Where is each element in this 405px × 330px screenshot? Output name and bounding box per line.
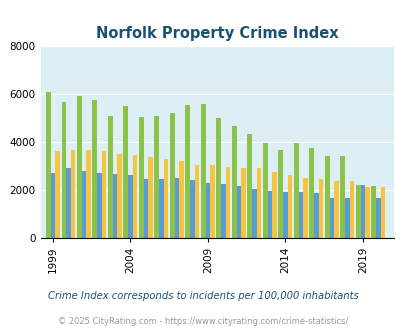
- Bar: [324, 156, 329, 238]
- Bar: [303, 178, 307, 238]
- Bar: [375, 198, 380, 238]
- Bar: [287, 176, 292, 238]
- Bar: [329, 198, 333, 238]
- Bar: [51, 173, 55, 238]
- Bar: [298, 192, 303, 238]
- Bar: [262, 143, 267, 238]
- Bar: [77, 96, 81, 238]
- Bar: [159, 179, 163, 238]
- Bar: [205, 182, 210, 238]
- Bar: [170, 113, 174, 238]
- Bar: [143, 179, 148, 238]
- Bar: [278, 150, 282, 238]
- Bar: [313, 193, 318, 238]
- Bar: [174, 178, 179, 238]
- Text: Crime Index corresponds to incidents per 100,000 inhabitants: Crime Index corresponds to incidents per…: [47, 291, 358, 301]
- Bar: [380, 187, 384, 238]
- Bar: [225, 167, 230, 238]
- Bar: [247, 134, 252, 238]
- Bar: [66, 168, 70, 238]
- Bar: [318, 179, 322, 238]
- Bar: [132, 155, 137, 238]
- Bar: [252, 188, 256, 238]
- Bar: [112, 174, 117, 238]
- Bar: [282, 192, 287, 238]
- Bar: [139, 117, 143, 238]
- Bar: [154, 115, 159, 238]
- Bar: [355, 185, 360, 238]
- Bar: [97, 173, 102, 238]
- Bar: [344, 198, 349, 238]
- Bar: [194, 165, 199, 238]
- Bar: [333, 182, 338, 238]
- Bar: [86, 150, 91, 238]
- Bar: [231, 126, 236, 238]
- Title: Norfolk Property Crime Index: Norfolk Property Crime Index: [96, 26, 338, 41]
- Bar: [70, 150, 75, 238]
- Bar: [62, 102, 66, 238]
- Bar: [216, 118, 221, 238]
- Bar: [200, 104, 205, 238]
- Bar: [185, 105, 190, 238]
- Bar: [92, 100, 97, 238]
- Bar: [371, 186, 375, 238]
- Bar: [349, 182, 354, 238]
- Bar: [256, 168, 261, 238]
- Bar: [55, 151, 60, 238]
- Bar: [364, 187, 369, 238]
- Bar: [102, 151, 106, 238]
- Bar: [210, 165, 214, 238]
- Bar: [117, 154, 121, 238]
- Bar: [339, 156, 344, 238]
- Bar: [271, 172, 276, 238]
- Bar: [123, 106, 128, 238]
- Bar: [236, 186, 241, 238]
- Text: © 2025 CityRating.com - https://www.cityrating.com/crime-statistics/: © 2025 CityRating.com - https://www.city…: [58, 317, 347, 326]
- Bar: [81, 171, 86, 238]
- Bar: [179, 161, 183, 238]
- Bar: [190, 180, 194, 238]
- Bar: [360, 185, 364, 238]
- Bar: [241, 168, 245, 238]
- Bar: [221, 184, 225, 238]
- Bar: [309, 148, 313, 238]
- Bar: [108, 115, 112, 238]
- Bar: [163, 159, 168, 238]
- Bar: [148, 157, 153, 238]
- Bar: [267, 191, 271, 238]
- Bar: [128, 176, 132, 238]
- Bar: [46, 92, 51, 238]
- Bar: [293, 143, 298, 238]
